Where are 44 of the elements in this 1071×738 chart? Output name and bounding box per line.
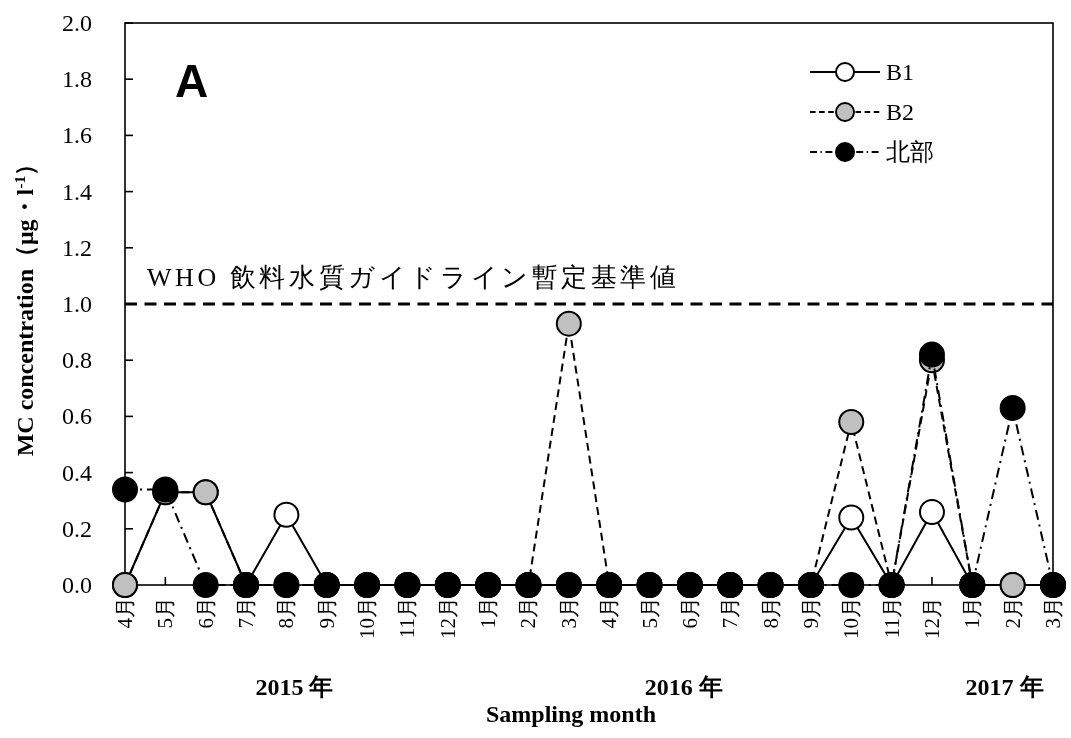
text: A [175, 55, 209, 107]
x-tick-label: 5月 [637, 597, 662, 629]
x-tick-label: 4月 [113, 597, 137, 629]
x-tick-label: 10月 [355, 597, 380, 639]
x-tick-label: 7月 [718, 597, 743, 629]
x-tick-label: 3月 [556, 597, 581, 629]
y-tick-label: 1.0 [62, 291, 92, 317]
x-tick-label: 2月 [516, 597, 541, 629]
y-tick-label: 1.8 [62, 66, 92, 93]
x-tick-label: 9月 [314, 597, 339, 629]
x-tick-label: 8月 [758, 597, 783, 629]
legend-label: B2 [886, 99, 915, 125]
x-tick-label: 4月 [597, 597, 622, 629]
y-tick-label: 0.2 [62, 515, 92, 542]
y-tick-label: 1.6 [62, 122, 92, 149]
y-tick-label: 1.2 [62, 234, 92, 261]
x-tick-label: 10月 [839, 597, 864, 639]
x-tick-label: 9月 [798, 597, 823, 629]
y-tick-label: 0.4 [62, 459, 92, 486]
y-tick-label: 0.6 [62, 403, 92, 430]
x-tick-label: 3月 [1041, 597, 1065, 629]
y-tick-label: 1.4 [62, 178, 92, 205]
x-tick-label: 2月 [1000, 597, 1025, 629]
y-tick-label: 0.8 [62, 347, 92, 374]
text: 2016 年 [644, 674, 723, 700]
ref-line-label: WHO 飲料水質ガイドライン暫定基準値 [147, 263, 676, 292]
x-tick-label: 12月 [919, 597, 944, 639]
legend-label: 北部 [886, 139, 934, 165]
x-tick-label: 12月 [435, 597, 460, 639]
legend-label: B1 [886, 59, 915, 85]
x-tick-label: 1月 [476, 597, 501, 629]
x-tick-label: 6月 [677, 597, 702, 629]
x-tick-label: 11月 [395, 597, 420, 639]
y-tick-label: 0.0 [62, 572, 92, 598]
x-tick-label: 8月 [274, 597, 299, 629]
x-tick-label: 5月 [153, 597, 178, 629]
x-axis-title: Sampling month [485, 701, 657, 727]
y-tick-label: 2.0 [62, 10, 92, 36]
x-tick-label: 7月 [234, 597, 259, 629]
text: 2015 年 [255, 674, 334, 700]
text: 2017 年 [965, 674, 1044, 700]
x-tick-label: 1月 [960, 597, 985, 629]
x-tick-label: 6月 [193, 597, 218, 629]
x-tick-label: 11月 [879, 597, 904, 639]
